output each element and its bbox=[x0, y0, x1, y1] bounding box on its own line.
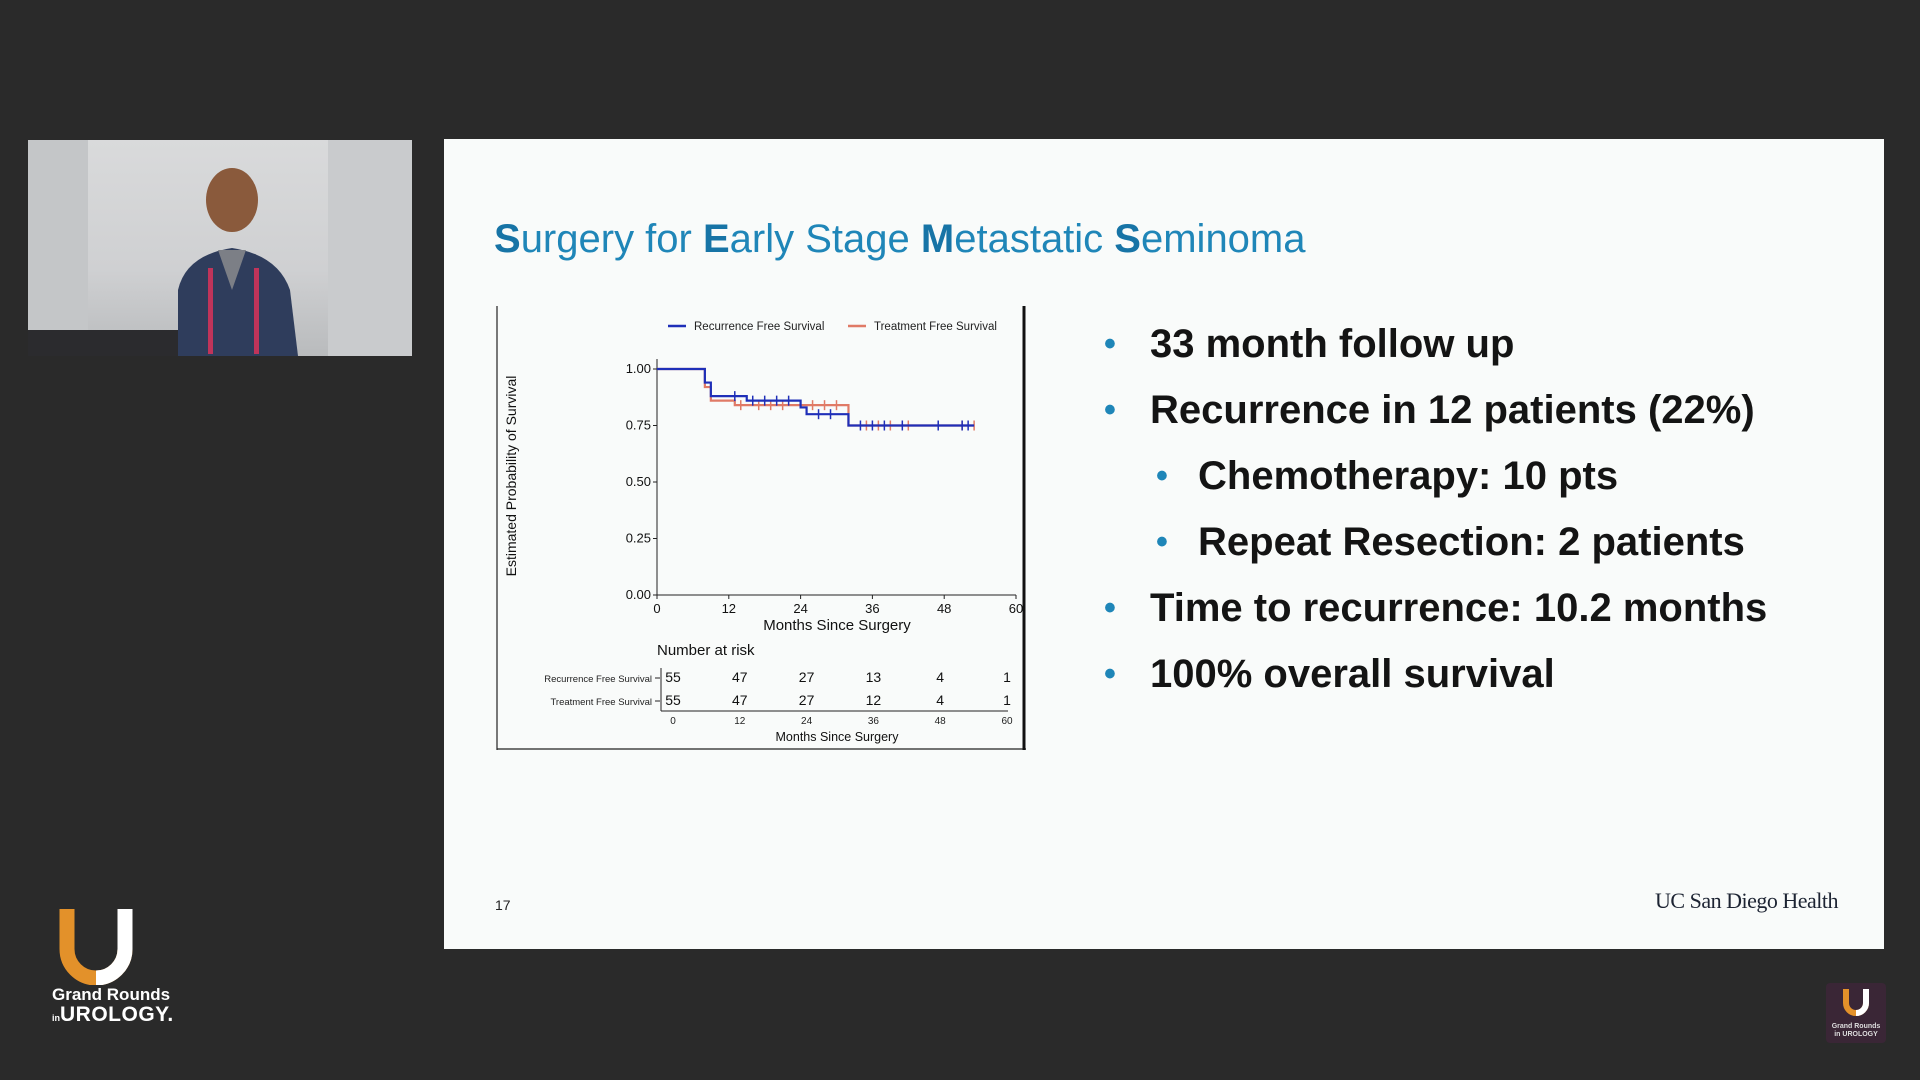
bullet-text: Recurrence in 12 patients (22%) bbox=[1150, 388, 1755, 432]
x-axis-label: Months Since Surgery bbox=[763, 617, 911, 634]
slide-number: 17 bbox=[495, 897, 511, 913]
risk-x-tick-label: 12 bbox=[734, 716, 746, 727]
bullet-marker: • bbox=[1104, 391, 1116, 429]
u-logo-icon bbox=[59, 909, 133, 986]
x-tick-label: 0 bbox=[653, 601, 660, 616]
logo-line1: Grand Rounds bbox=[52, 985, 171, 1004]
speaker-figure bbox=[28, 140, 412, 356]
bullet-item: • Recurrence in 12 patients (22%) bbox=[1104, 390, 1864, 456]
sub-bullet-item: • Repeat Resection: 2 patients bbox=[1104, 522, 1864, 588]
corner-line1: Grand Rounds bbox=[1831, 1023, 1881, 1030]
title-part: S bbox=[494, 217, 521, 261]
risk-x-tick-label: 0 bbox=[670, 716, 676, 727]
logo-line2: UROLOGY. bbox=[60, 1003, 174, 1026]
risk-value: 27 bbox=[799, 669, 815, 685]
logo-in: in bbox=[52, 1013, 60, 1023]
y-tick-label: 0.25 bbox=[626, 531, 651, 546]
risk-table-title: Number at risk bbox=[657, 642, 755, 659]
uc-san-diego-health-logo: UC San Diego Health bbox=[1655, 888, 1838, 913]
kaplan-meier-chart: Recurrence Free Survival Treatment Free … bbox=[496, 306, 1026, 750]
risk-table-x-label: Months Since Surgery bbox=[776, 730, 900, 744]
corner-line2: in UROLOGY bbox=[1834, 1031, 1878, 1038]
title-part: urgery for bbox=[520, 217, 703, 261]
title-part: M bbox=[920, 217, 955, 261]
y-tick-label: 0.00 bbox=[626, 587, 651, 602]
legend-label-rfs: Recurrence Free Survival bbox=[694, 321, 824, 333]
risk-value: 1 bbox=[1003, 669, 1011, 685]
x-tick-label: 48 bbox=[937, 601, 951, 616]
x-tick-label: 12 bbox=[722, 601, 736, 616]
bullet-text: 33 month follow up bbox=[1150, 322, 1515, 366]
bullet-item: • 100% overall survival bbox=[1104, 654, 1864, 720]
bullet-marker: • bbox=[1104, 655, 1116, 693]
grand-rounds-logo: Grand Rounds inUROLOGY. bbox=[48, 905, 173, 1025]
title-part: arly Stage bbox=[729, 217, 921, 261]
risk-value: 4 bbox=[936, 692, 944, 708]
legend-label-tfs: Treatment Free Survival bbox=[874, 321, 997, 333]
bullet-text: Repeat Resection: 2 patients bbox=[1198, 520, 1745, 564]
risk-value: 47 bbox=[732, 669, 748, 685]
speaker-video bbox=[28, 140, 412, 356]
risk-value: 1 bbox=[1003, 692, 1011, 708]
x-tick-label: 24 bbox=[793, 601, 807, 616]
chart-svg: Recurrence Free Survival Treatment Free … bbox=[496, 306, 1026, 750]
bullet-marker: • bbox=[1104, 325, 1116, 363]
y-tick-label: 0.75 bbox=[626, 418, 651, 433]
corner-u-icon bbox=[1843, 989, 1869, 1016]
series-line-rfs bbox=[657, 367, 975, 427]
title-part: etastatic bbox=[954, 217, 1115, 261]
bullet-marker: • bbox=[1104, 589, 1116, 627]
risk-value: 4 bbox=[936, 669, 944, 685]
title-part: eminoma bbox=[1140, 217, 1306, 261]
risk-value: 13 bbox=[866, 669, 882, 685]
bullet-text: Chemotherapy: 10 pts bbox=[1198, 454, 1619, 498]
risk-value: 55 bbox=[665, 669, 681, 685]
risk-value: 55 bbox=[665, 692, 681, 708]
bullet-item: • Time to recurrence: 10.2 months bbox=[1104, 588, 1864, 654]
bullet-marker: • bbox=[1156, 523, 1168, 561]
risk-value: 47 bbox=[732, 692, 748, 708]
x-tick-label: 36 bbox=[865, 601, 879, 616]
chart-legend: Recurrence Free Survival Treatment Free … bbox=[668, 321, 997, 333]
risk-row-label: Recurrence Free Survival bbox=[544, 674, 652, 685]
y-tick-label: 1.00 bbox=[626, 361, 651, 376]
bullet-item: • 33 month follow up bbox=[1104, 324, 1864, 390]
corner-logo-text: Grand Rounds in UROLOGY bbox=[1828, 1023, 1884, 1039]
bullet-marker: • bbox=[1156, 457, 1168, 495]
risk-x-tick-label: 24 bbox=[801, 716, 813, 727]
risk-value: 12 bbox=[866, 692, 882, 708]
risk-x-tick-label: 60 bbox=[1001, 716, 1013, 727]
risk-table: Recurrence Free Survival 55 47 27 13 4 1 Treatm… bbox=[544, 668, 1013, 727]
grand-rounds-text: Grand Rounds inUROLOGY. bbox=[52, 985, 174, 1028]
plot-area: 0.00 0.25 0.50 0.75 1.00 0 12 24 36 48 60 bbox=[626, 359, 1023, 616]
sub-bullet-item: • Chemotherapy: 10 pts bbox=[1104, 456, 1864, 522]
y-axis-label: Estimated Probability of Survival bbox=[503, 376, 519, 577]
corner-watermark-logo: Grand Rounds in UROLOGY bbox=[1826, 983, 1886, 1043]
risk-x-tick-label: 48 bbox=[935, 716, 947, 727]
presentation-slide: Surgery for Early Stage Metastatic Semin… bbox=[444, 139, 1884, 949]
title-part: E bbox=[702, 217, 730, 261]
bullet-text: 100% overall survival bbox=[1150, 652, 1555, 696]
bullet-list: • 33 month follow up • Recurrence in 12 pa… bbox=[1104, 324, 1864, 720]
risk-value: 27 bbox=[799, 692, 815, 708]
x-tick-label: 60 bbox=[1009, 601, 1023, 616]
title-part: S bbox=[1114, 217, 1141, 261]
slide-title: Surgery for Early Stage Metastatic Semin… bbox=[494, 217, 1306, 262]
risk-row-label: Treatment Free Survival bbox=[550, 697, 652, 708]
bullet-text: Time to recurrence: 10.2 months bbox=[1150, 586, 1768, 630]
risk-x-tick-label: 36 bbox=[868, 716, 880, 727]
y-tick-label: 0.50 bbox=[626, 474, 651, 489]
